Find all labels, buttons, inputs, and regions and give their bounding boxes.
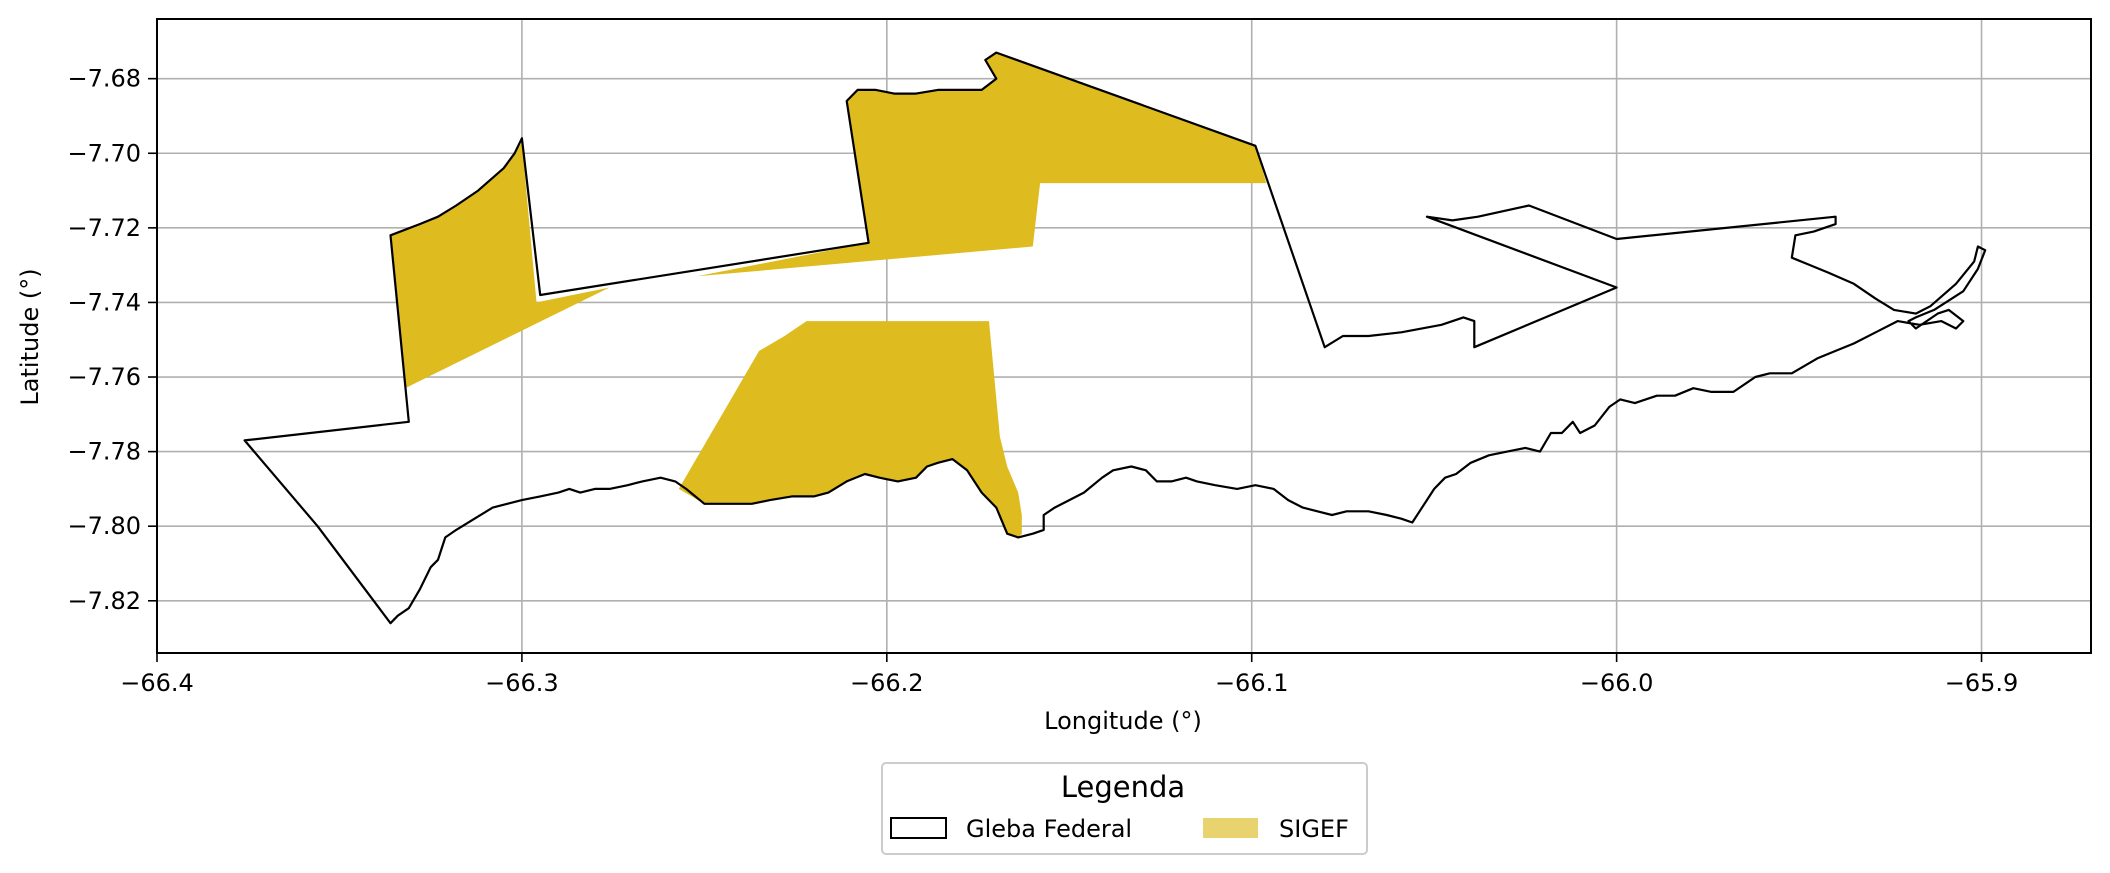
- sigef-parcel-1: [390, 142, 610, 389]
- x-tick-label: −65.9: [1945, 669, 2019, 697]
- x-tick-label: −66.2: [850, 669, 924, 697]
- y-axis-label: Latitude (°): [16, 268, 44, 405]
- y-ticks: −7.68 −7.70 −7.72 −7.74 −7.76 −7.78 −7.80 −7.82: [67, 65, 157, 615]
- legend: Legenda Gleba Federal SIGEF: [881, 762, 1368, 855]
- y-tick-label: −7.82: [67, 587, 141, 615]
- y-tick-label: −7.70: [67, 139, 141, 167]
- y-tick-label: −7.80: [67, 512, 141, 540]
- plot-frame: [156, 18, 2092, 654]
- legend-label-sigef: SIGEF: [1279, 815, 1349, 843]
- gleba-federal-outline: [243, 51, 1987, 625]
- x-tick-label: −66.1: [1215, 669, 1289, 697]
- sigef-parcel-2: [697, 52, 1267, 277]
- x-ticks: −66.4 −66.3 −66.2 −66.1 −66.0 −65.9: [120, 653, 2018, 697]
- x-tick-label: −66.3: [485, 669, 559, 697]
- y-tick-label: −7.78: [67, 438, 141, 466]
- grid-lines: [156, 19, 2091, 653]
- legend-title: Legenda: [1061, 770, 1185, 804]
- gleba-federal-layer: [243, 51, 1987, 625]
- sigef-layer: [390, 52, 1267, 538]
- legend-swatch-gleba-federal: [890, 817, 947, 839]
- y-tick-label: −7.72: [67, 214, 141, 242]
- y-tick-label: −7.68: [67, 65, 141, 93]
- sigef-parcel-3: [678, 321, 1022, 538]
- y-tick-label: −7.74: [67, 288, 141, 316]
- legend-label-gleba-federal: Gleba Federal: [966, 815, 1132, 843]
- x-axis-label: Longitude (°): [1044, 707, 1202, 735]
- y-tick-label: −7.76: [67, 363, 141, 391]
- legend-swatch-sigef: [1203, 818, 1258, 838]
- x-tick-label: −66.4: [120, 669, 194, 697]
- x-tick-label: −66.0: [1580, 669, 1654, 697]
